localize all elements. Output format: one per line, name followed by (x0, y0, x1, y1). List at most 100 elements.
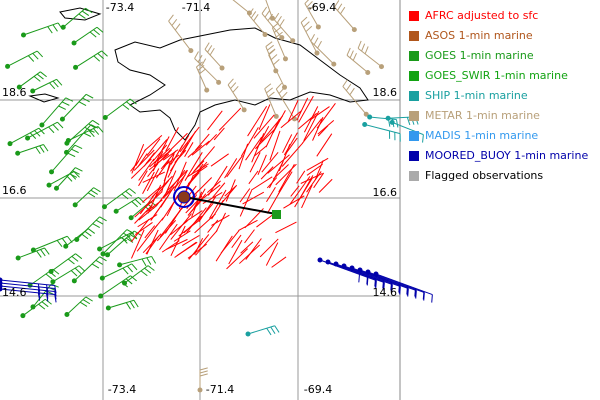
legend-swatch (409, 131, 419, 141)
barb-feather (52, 24, 58, 32)
barb-feather (129, 98, 137, 105)
storm-barb (282, 134, 293, 154)
barb-feather (122, 104, 130, 110)
legend-swatch (409, 51, 419, 61)
barb-staff (204, 49, 223, 69)
barb-feather (131, 263, 138, 271)
barb-feather (250, 11, 257, 19)
barb-feather (126, 265, 133, 273)
storm-barb (166, 194, 179, 217)
legend-label: Flagged observations (425, 169, 543, 182)
barb-staff (17, 247, 45, 259)
barb-feather (357, 40, 362, 49)
storm-barb (187, 163, 209, 178)
barb-station (282, 56, 288, 62)
storm-barb (261, 151, 279, 173)
storm-barb (184, 142, 194, 158)
barb-feather (230, 82, 237, 89)
storm-barb (207, 219, 219, 233)
barb-staff (104, 188, 130, 208)
barb-station (128, 215, 134, 221)
storm-barb (238, 219, 258, 232)
barb-feather (46, 293, 49, 302)
barb-station (331, 61, 337, 67)
coastline (28, 7, 369, 141)
storm-barb (215, 235, 233, 262)
barb-feather (398, 284, 400, 293)
barb-station (53, 185, 59, 191)
barb-station (101, 204, 107, 210)
storm-barb (266, 177, 278, 189)
barb-staff (62, 7, 86, 28)
barb-station (188, 48, 194, 54)
barb-feather (74, 144, 83, 150)
storm-barb (281, 142, 304, 167)
barb-feather (267, 44, 274, 51)
barb-feather (390, 283, 393, 292)
barb-staff (104, 98, 131, 118)
storm-barb (170, 225, 186, 256)
storm-barb (318, 178, 333, 193)
barb-station (378, 64, 384, 70)
barb-staff (0, 288, 55, 295)
legend-swatch (409, 11, 419, 21)
storm-barb (170, 220, 188, 236)
barb-feather (374, 278, 376, 287)
barb-feather (144, 267, 152, 274)
barb-feather (71, 148, 79, 154)
barb-feather (268, 48, 276, 55)
barb-feather (267, 13, 273, 22)
storm-barb (152, 144, 168, 162)
storm-barb (306, 171, 322, 193)
barb-station (100, 251, 106, 257)
barb-station (74, 237, 80, 243)
barb-feather (36, 50, 44, 58)
storm-barb (138, 170, 148, 187)
legend-label: AFRC adjusted to sfc (425, 9, 538, 22)
barb-feather (209, 47, 215, 56)
storm-barb (251, 176, 273, 191)
barb-feather (81, 10, 90, 16)
barb-feather (41, 301, 49, 308)
barb-feather (71, 255, 79, 262)
barb-feather (54, 288, 57, 297)
storm-barb (245, 238, 262, 260)
storm-barb (147, 184, 162, 214)
barb-feather (87, 228, 96, 234)
storm-barb (313, 172, 325, 189)
storm-barb (193, 146, 216, 173)
storm-barb (142, 186, 161, 203)
storm-barb (266, 187, 276, 202)
barb-feather (334, 0, 340, 8)
barb-feather (125, 190, 133, 197)
barb-staff (102, 263, 132, 279)
barb-station (362, 121, 368, 127)
barb-feather (366, 276, 368, 285)
barb-staff (23, 22, 59, 36)
storm-barb (130, 218, 150, 243)
barb-feather (49, 82, 56, 90)
barb-station (122, 280, 128, 286)
barb-feather (364, 46, 369, 55)
storm-barb (156, 219, 177, 242)
barb-staff (248, 14, 266, 35)
legend-swatch (409, 91, 419, 101)
storm-barb (239, 188, 251, 203)
barb-station (365, 269, 371, 275)
storm-barb (312, 116, 324, 141)
barb-station (64, 149, 70, 155)
storm-barb (285, 137, 298, 154)
barb-feather (44, 247, 50, 255)
barb-feather (197, 64, 205, 71)
barb-feather (358, 274, 360, 283)
barb-staff (18, 71, 41, 88)
legend-label: SHIP 1-min marine (425, 89, 528, 102)
barb-feather (129, 234, 138, 240)
barb-feather (276, 15, 282, 24)
storm-barb (309, 106, 330, 121)
storm-barb (139, 192, 157, 215)
barb-feather (38, 303, 46, 310)
barb-station (113, 208, 119, 214)
lat-label: 16.6 (373, 186, 398, 199)
legend-label: ASOS 1-min marine (425, 29, 533, 42)
